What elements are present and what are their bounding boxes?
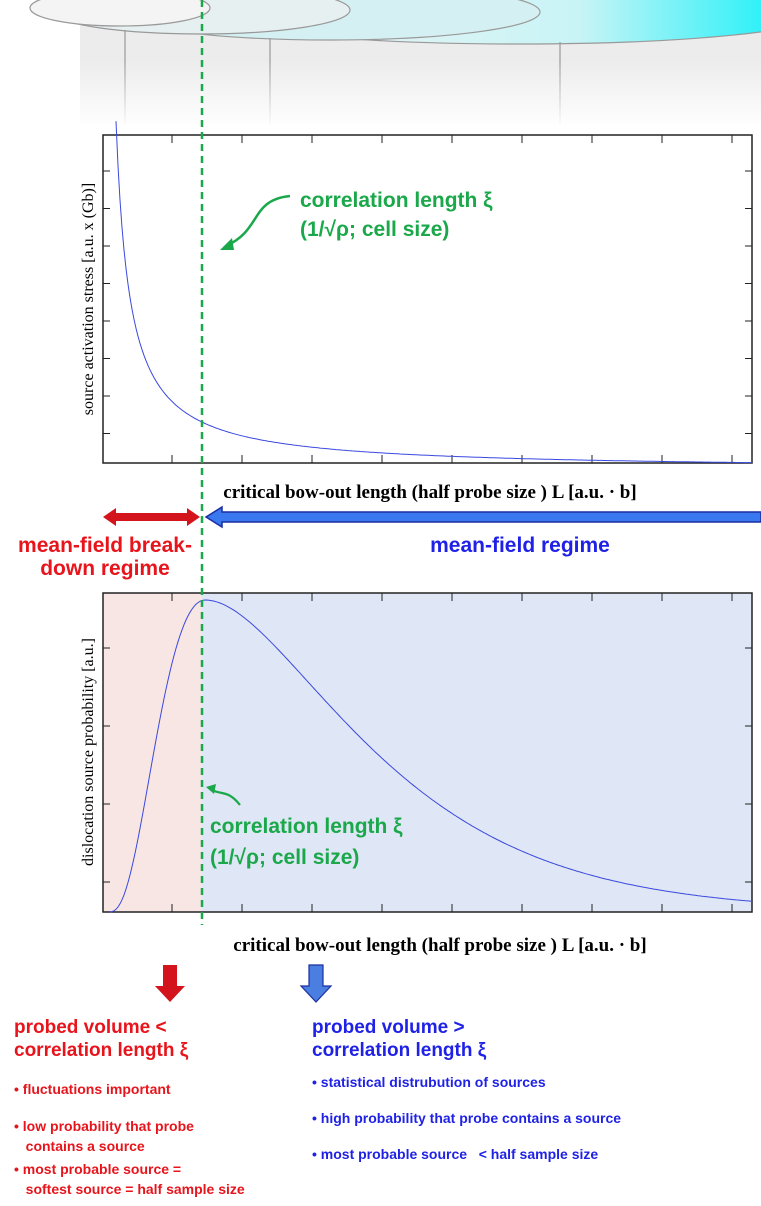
bullet: • most probable source < half sample siz… <box>312 1146 598 1162</box>
bullet: contains a source <box>14 1138 145 1154</box>
panel-heading: probed volume < <box>14 1017 167 1038</box>
regime-label: mean-field regime <box>430 534 610 557</box>
plot-frame <box>102 134 753 464</box>
mean-field-region <box>202 593 752 912</box>
x-axis-label: critical bow-out length (half probe size… <box>233 935 646 956</box>
annotation: (1/√ρ; cell size) <box>210 846 359 869</box>
down-arrow <box>155 965 185 1002</box>
probability-curve <box>109 599 753 913</box>
bullet: • fluctuations important <box>14 1081 171 1097</box>
regime-label: down regime <box>40 557 170 580</box>
down-arrow <box>299 964 333 1003</box>
x-axis-label: critical bow-out length (half probe size… <box>223 482 636 503</box>
panel-heading: correlation length ξ <box>14 1040 189 1061</box>
regime-label: mean-field break- <box>18 534 192 557</box>
regime-arrows <box>103 505 761 529</box>
ticks <box>103 593 752 912</box>
bullet: • low probability that probe <box>14 1118 194 1134</box>
y-axis-label: dislocation source probability [a.u.] <box>80 638 97 866</box>
annotation: (1/√ρ; cell size) <box>300 218 449 241</box>
bullet: softest source = half sample size <box>14 1181 245 1197</box>
annotation-arrow <box>225 194 291 248</box>
panel-heading: correlation length ξ <box>312 1040 487 1061</box>
plot-frame <box>102 592 753 913</box>
bullet: • statistical distrubution of sources <box>312 1074 546 1090</box>
stress-curve <box>115 121 752 464</box>
annotation: correlation length ξ <box>210 815 403 838</box>
bullet: • most probable source = <box>14 1161 181 1177</box>
y-axis-label: source activation stress [a.u. x (Gb)] <box>80 183 97 415</box>
cylinders <box>0 0 761 128</box>
arrow-head <box>206 784 216 794</box>
panel-heading: probed volume > <box>312 1017 465 1038</box>
bullet: • high probability that probe contains a… <box>312 1110 621 1126</box>
arrow-head <box>220 238 234 250</box>
breakdown-region <box>103 593 202 912</box>
annotation: correlation length ξ <box>300 189 493 212</box>
